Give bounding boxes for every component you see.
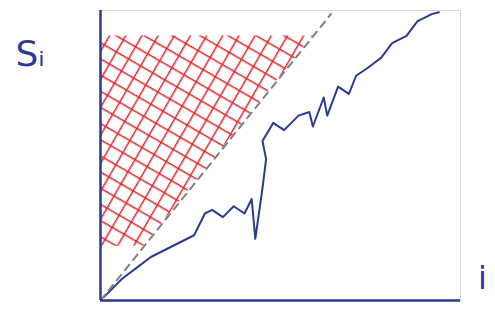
svg-text:i: i [478, 259, 487, 297]
svg-text:Sᵢ: Sᵢ [16, 33, 45, 74]
